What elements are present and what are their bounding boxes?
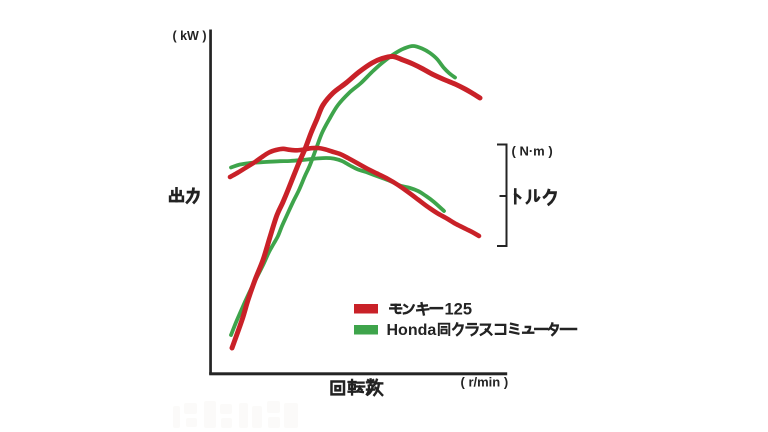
svg-text:( kW ): ( kW ) [172, 29, 206, 43]
svg-text:Honda: Honda [387, 322, 437, 339]
svg-text:125: 125 [445, 301, 473, 319]
svg-text:( N·m ): ( N·m ) [512, 144, 553, 159]
svg-text:( r/min ): ( r/min ) [461, 375, 509, 390]
